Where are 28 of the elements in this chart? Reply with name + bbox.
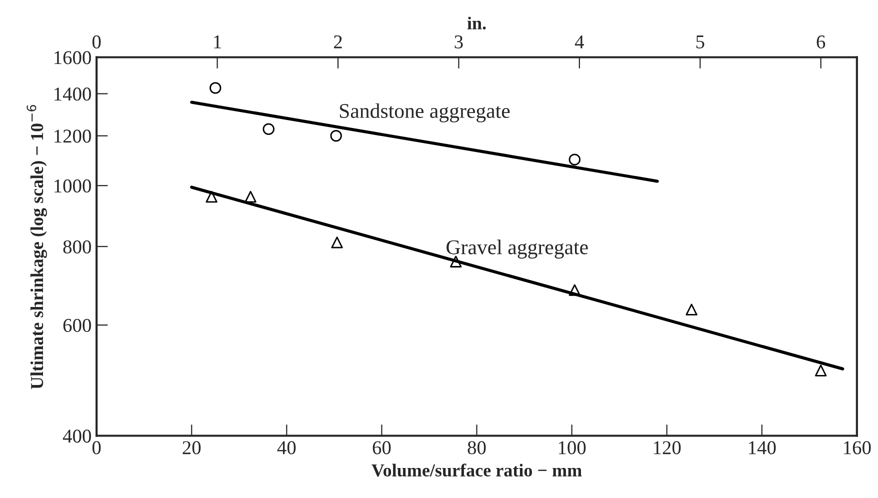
y-tick-label: 600 bbox=[63, 318, 91, 332]
x2-tick-label: 1 bbox=[214, 35, 221, 48]
x-axis-title: Volume/surface ratio − mm bbox=[372, 464, 582, 477]
y-tick-label: 1400 bbox=[54, 88, 91, 101]
x-tick-label: 0 bbox=[92, 441, 101, 454]
x2-tick-label: 2 bbox=[334, 35, 342, 48]
x-tick-label: 140 bbox=[749, 441, 776, 454]
x2-tick-label: 4 bbox=[574, 35, 584, 48]
x-tick-label: 160 bbox=[844, 441, 871, 454]
x2-tick-label: 5 bbox=[696, 36, 704, 48]
x2-tick-label: 0 bbox=[92, 35, 101, 48]
x2-tick-label: 3 bbox=[454, 35, 463, 48]
x2-axis-title: in. bbox=[467, 16, 486, 30]
y-tick-label: 1600 bbox=[54, 51, 91, 64]
x-tick-label: 120 bbox=[654, 441, 681, 454]
y-tick-label: 1000 bbox=[54, 179, 91, 193]
x-tick-label: 20 bbox=[182, 441, 201, 454]
x-tick-label: 60 bbox=[372, 441, 391, 454]
series-label: Sandstone aggregate bbox=[340, 103, 510, 122]
x-tick-label: 40 bbox=[277, 441, 296, 454]
y-tick-label: 800 bbox=[63, 240, 91, 254]
x-tick-label: 80 bbox=[468, 441, 486, 454]
x2-tick-label: 6 bbox=[816, 35, 826, 48]
y-tick-label: 1200 bbox=[54, 130, 91, 143]
series-label: Gravel aggregate bbox=[446, 240, 588, 259]
y-axis-title: Ultimate shrinkage (log scale) − 10$^{−6}$ bbox=[26, 104, 47, 390]
y-tick-label: 400 bbox=[62, 430, 91, 443]
x-tick-label: 100 bbox=[558, 441, 586, 454]
